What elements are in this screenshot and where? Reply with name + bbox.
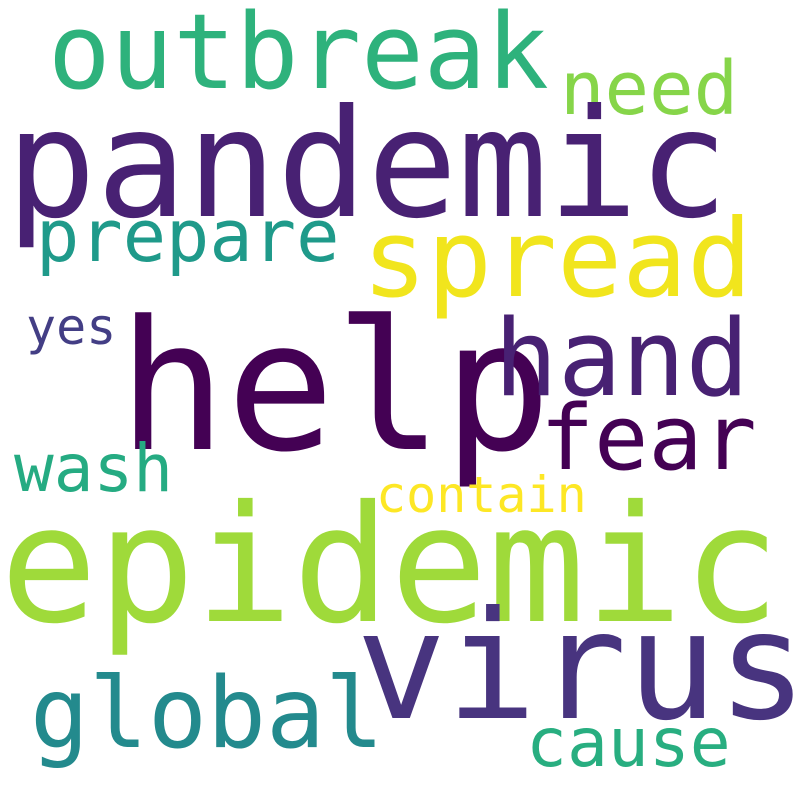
word-global: global [30,657,385,771]
word-prepare: prepare [36,194,340,278]
word-yes: yes [26,298,117,356]
word-cause: cause [526,704,731,783]
word-wash: wash [14,430,173,507]
word-help: help [118,283,552,492]
word-epidemic: epidemic [0,472,781,660]
word-fear: fear [540,386,757,491]
word-contain: contain [376,466,587,524]
word-virus: virus [356,580,800,754]
word-spread: spread [362,197,753,322]
word-outbreak: outbreak [48,0,549,113]
word-pandemic: pandemic [6,78,729,252]
word-hand: hand [494,297,750,420]
word-need: need [560,46,739,132]
